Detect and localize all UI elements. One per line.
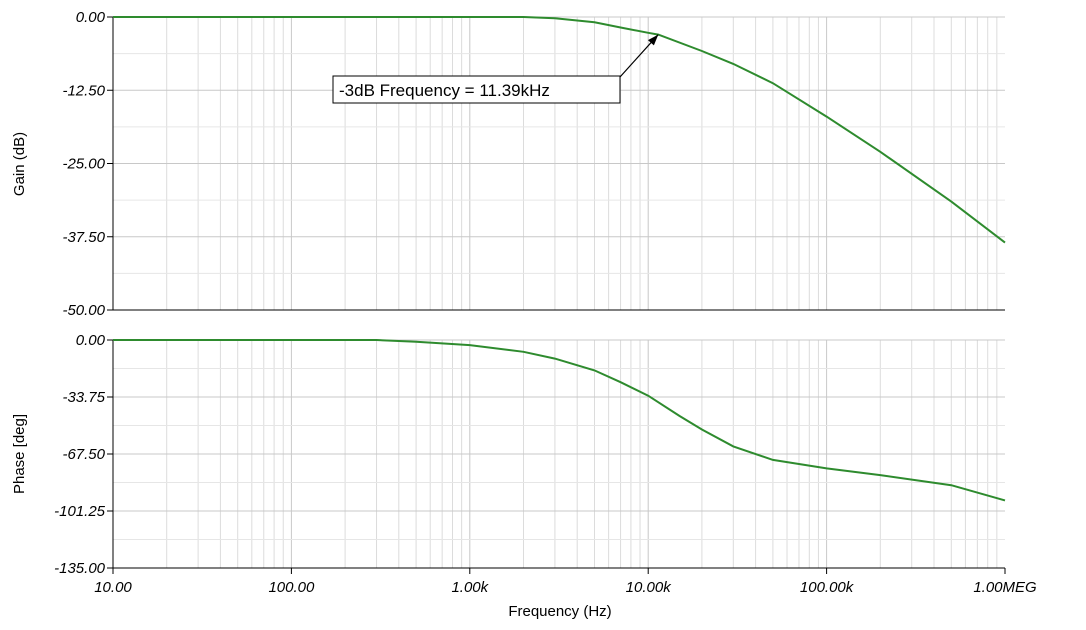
annotation-arrowhead [647, 34, 659, 46]
gain-y-tick-label: -12.50 [62, 82, 105, 99]
annotation-text: -3dB Frequency = 11.39kHz [339, 81, 550, 100]
phase-y-tick-label: 0.00 [76, 332, 106, 349]
gain-y-axis-label: Gain (dB) [11, 132, 28, 196]
phase-y-axis-label: Phase [deg] [11, 414, 28, 494]
phase-y-tick-label: -33.75 [62, 389, 105, 406]
gain-series-line [113, 16, 1006, 244]
phase-series-line [113, 339, 1006, 502]
gain-panel: 0.00 -12.50 -25.00 -37.50 -50.00 -3dB Frequen… [62, 9, 1006, 319]
annotation-box [332, 75, 621, 104]
gain-y-tick-label: 0.00 [76, 9, 106, 26]
x-axis-label: Frequency (Hz) [508, 603, 611, 620]
x-tick-label: 100.00k [800, 579, 855, 596]
phase-y-tick-label: -101.25 [54, 503, 106, 520]
gain-y-tick-label: -25.00 [62, 156, 105, 173]
x-tick-label: 10.00 [94, 579, 132, 596]
phase-panel: 0.00 -33.75 -67.50 -101.25 -135.00 10.00 100.0… [54, 332, 1037, 596]
x-tick-label: 1.00MEG [973, 579, 1037, 596]
phase-y-tick-label: -135.00 [54, 560, 106, 577]
phase-y-tick-label: -67.50 [62, 446, 105, 463]
x-tick-label: 100.00 [268, 579, 315, 596]
x-tick-label: 10.00k [626, 579, 673, 596]
gain-y-tick-label: -37.50 [62, 229, 105, 246]
x-tick-label: 1.00k [451, 579, 489, 596]
gain-y-tick-label: -50.00 [62, 302, 105, 319]
